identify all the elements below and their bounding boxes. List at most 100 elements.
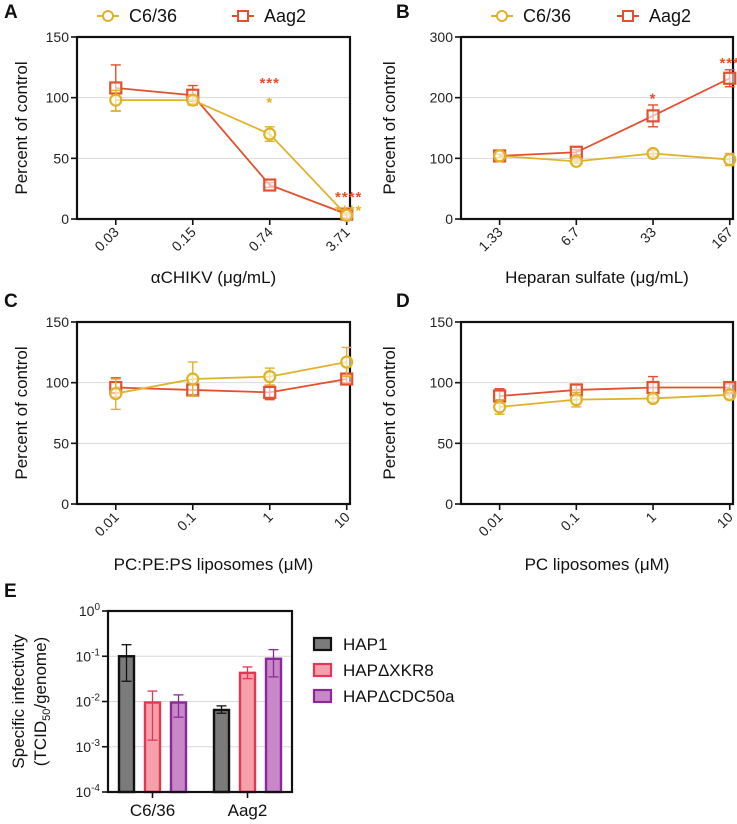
bar-hapδcdc50a: [264, 657, 283, 794]
legend-label: HAPΔCDC50a: [343, 687, 455, 706]
legend-swatch: [312, 636, 333, 652]
tick-exponent: -2: [91, 693, 100, 704]
tick-exponent: -1: [91, 647, 100, 658]
y-tick-label: 10-4: [76, 783, 101, 800]
legend-marker-square: [237, 10, 249, 22]
y-axis-title-part: (TCID: [31, 721, 50, 766]
x-tick-label: 0.03: [91, 224, 122, 255]
x-tick-label: 3.71: [322, 224, 353, 255]
x-tick-label: 0.01: [91, 509, 122, 540]
legend-label: HAP1: [343, 635, 387, 654]
y-tick-label: 10-3: [76, 738, 101, 755]
data-point-square: [263, 385, 277, 399]
legend-swatch: [312, 662, 333, 678]
x-axis-title: PC:PE:PS liposomes (μM): [114, 555, 314, 574]
series-line: [499, 386, 730, 397]
legend-marker-circle: [496, 10, 508, 22]
y-tick-label: 0: [61, 211, 69, 227]
y-tick-label: 150: [46, 29, 70, 45]
plot-frame: [459, 35, 735, 221]
y-tick-label: 100: [46, 90, 70, 106]
data-point-circle: [186, 93, 200, 107]
y-tick-label: 50: [437, 435, 453, 451]
plot-frame: [75, 35, 352, 221]
tick-base: 10: [76, 784, 92, 800]
data-point-circle: [723, 388, 737, 402]
legend-label: C6/36: [523, 6, 571, 26]
data-point-square: [646, 109, 660, 123]
data-point-square: [646, 380, 660, 395]
x-tick-label: Aag2: [228, 801, 268, 820]
series-c636: [109, 89, 354, 222]
y-tick-label: 0: [445, 496, 453, 512]
x-tick-label: 0.1: [557, 509, 582, 534]
panel-letter: B: [396, 2, 410, 23]
panel-c: C 0 50 100 150 0.01 0.1 1 10 PC:PE:PS liposomes (…: [4, 291, 354, 574]
series-line: [115, 361, 347, 395]
legend-item: Aag2: [232, 6, 306, 26]
series-line: [115, 99, 348, 216]
series-aag2: [109, 64, 354, 221]
data-point-circle: [340, 208, 354, 222]
x-tick-label: 10: [331, 509, 353, 531]
x-tick-label: 167: [708, 224, 736, 252]
y-tick-label: 50: [53, 435, 69, 451]
data-point-square: [723, 71, 737, 85]
panel-b: B 0 100 200 300 1.33 6.7 33 167 Heparan sulfate (…: [380, 2, 737, 287]
legend-item: Aag2: [617, 6, 691, 26]
tick-base: 10: [76, 694, 92, 710]
y-axis-title: Percent of control: [12, 61, 31, 194]
tick-exponent: 0: [94, 602, 100, 613]
y-tick-label: 50: [53, 150, 69, 166]
y-axis-title-line2: (TCID50/genome): [31, 637, 53, 766]
panel-letter: E: [4, 581, 17, 602]
data-point-circle: [186, 372, 200, 386]
legend-label: HAPΔXKR8: [343, 661, 434, 680]
legend-item: HAP1: [312, 635, 387, 654]
data-point-circle: [493, 149, 507, 163]
legend-marker-square: [622, 10, 634, 22]
significance-aag2: ***: [259, 75, 280, 92]
data-point-circle: [340, 355, 354, 369]
series-c636: [493, 146, 737, 168]
data-point-circle: [109, 386, 123, 401]
x-axis-title: PC liposomes (μM): [525, 555, 670, 574]
x-tick-label: 1: [259, 509, 276, 526]
x-axis-title: αCHIKV (μg/mL): [151, 268, 276, 287]
y-tick-label: 100: [430, 150, 454, 166]
legend-swatch: [312, 688, 333, 704]
significance-aag2: ***: [719, 55, 737, 72]
x-tick-label: 0.1: [174, 509, 199, 534]
y-tick-label: 200: [430, 90, 454, 106]
y-tick-label: 100: [79, 602, 101, 619]
series-line: [115, 87, 348, 215]
data-point-circle: [263, 127, 277, 141]
series-c636: [493, 388, 737, 415]
legend-item: HAPΔXKR8: [312, 661, 434, 680]
significance-c636: *: [266, 94, 273, 111]
x-tick-label: 33: [637, 224, 659, 246]
legend-label: C6/36: [129, 6, 177, 26]
series-line: [499, 393, 730, 408]
x-tick-label: 10: [714, 509, 736, 531]
x-tick-label: 1: [642, 509, 659, 526]
y-axis-title: Percent of control: [12, 346, 31, 479]
y-tick-label: 300: [430, 29, 454, 45]
y-tick-label: 10-1: [76, 647, 101, 664]
series-line: [499, 77, 731, 157]
tick-base: 10: [76, 648, 92, 664]
x-tick-label: 1.33: [475, 224, 506, 255]
y-axis-title-line1: Specific infectivity: [9, 634, 28, 769]
legend-marker-circle: [102, 10, 114, 22]
legend-label: Aag2: [264, 6, 306, 26]
x-tick-label: 6.7: [557, 224, 582, 249]
bar-hap1: [212, 708, 231, 794]
data-point-circle: [263, 370, 277, 384]
y-tick-label: 150: [430, 314, 454, 330]
plot-frame: [75, 320, 352, 506]
x-tick-label: C6/36: [130, 801, 175, 820]
legend: HAP1 HAPΔXKR8 HAPΔCDC50a: [312, 635, 455, 706]
series-aag2: [493, 69, 737, 163]
